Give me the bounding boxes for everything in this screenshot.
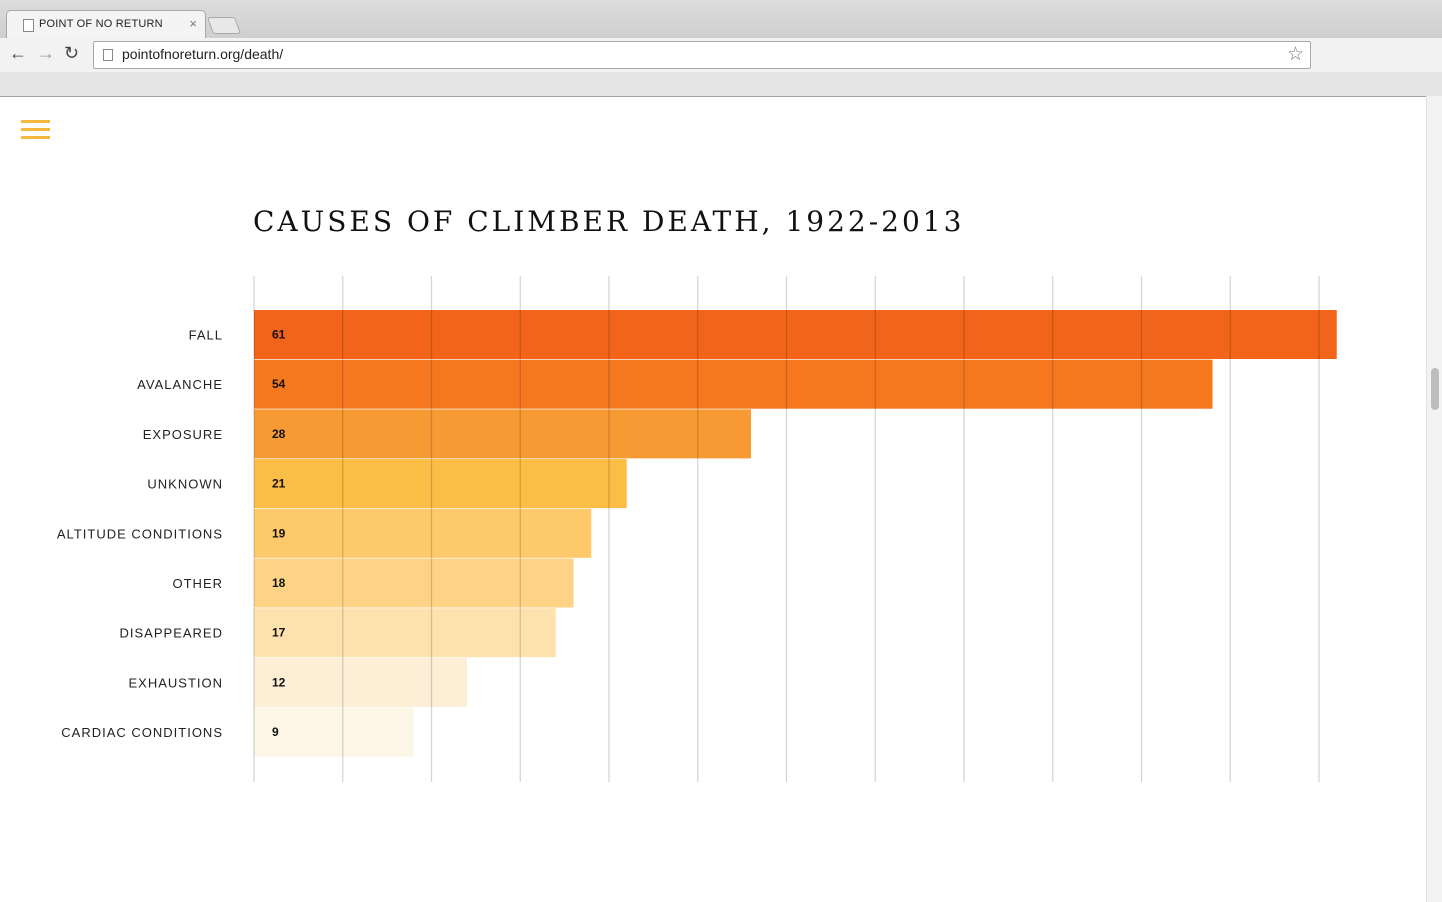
reload-icon[interactable]: ↻: [64, 43, 80, 63]
forward-icon[interactable]: →: [37, 43, 55, 63]
bar-cardiac-conditions: [254, 707, 414, 757]
value-label: 61: [272, 328, 286, 342]
tab-title: POINT OF NO RETURN: [39, 18, 163, 30]
category-label: CARDIAC CONDITIONS: [61, 725, 223, 740]
category-label: UNKNOWN: [147, 477, 223, 492]
browser-toolbar: ← → ↻ pointofnoreturn.org/death/ ☆: [0, 38, 1442, 72]
bar-exhaustion: [254, 657, 467, 707]
value-label: 18: [272, 576, 286, 590]
chart-bars: [254, 310, 1337, 757]
scroll-thumb[interactable]: [1431, 368, 1439, 410]
bar-avalanche: [254, 359, 1213, 409]
tab-strip: POINT OF NO RETURN ×: [0, 0, 1442, 39]
browser-tab[interactable]: POINT OF NO RETURN ×: [6, 10, 206, 39]
value-label: 9: [272, 725, 279, 739]
category-labels: FALL AVALANCHE EXPOSURE UNKNOWN ALTITUDE CON…: [57, 328, 224, 741]
page-icon: [23, 19, 34, 32]
bar-disappeared: [254, 608, 556, 658]
category-label: FALL: [189, 328, 223, 343]
category-label: OTHER: [173, 576, 224, 591]
value-label: 28: [272, 427, 286, 441]
scrollbar[interactable]: [1426, 96, 1442, 902]
back-icon[interactable]: ←: [9, 43, 27, 63]
category-label: ALTITUDE CONDITIONS: [57, 526, 223, 541]
value-label: 12: [272, 675, 286, 689]
close-icon[interactable]: ×: [189, 16, 197, 31]
category-label: DISAPPEARED: [120, 626, 223, 641]
value-label: 21: [272, 477, 286, 491]
bookmark-bar: [0, 72, 1442, 96]
category-label: EXHAUSTION: [128, 675, 223, 690]
page-icon: [103, 49, 113, 61]
address-bar[interactable]: pointofnoreturn.org/death/ ☆: [93, 41, 1311, 69]
bar-other: [254, 558, 574, 608]
value-label: 17: [272, 626, 286, 640]
value-labels: 61 54 28 21 19 18 17 12 9: [272, 328, 286, 740]
bar-fall: [254, 310, 1337, 359]
url-text[interactable]: pointofnoreturn.org/death/: [122, 46, 284, 62]
star-icon[interactable]: ☆: [1286, 44, 1304, 65]
chart-grid: [253, 276, 1320, 782]
value-label: 19: [272, 526, 286, 540]
bar-unknown: [254, 459, 627, 509]
value-label: 54: [272, 377, 286, 391]
category-label: EXPOSURE: [143, 427, 223, 442]
browser-chrome: POINT OF NO RETURN × ← → ↻ pointofnoretu…: [0, 0, 1442, 97]
bar-exposure: [254, 409, 751, 459]
hamburger-menu-icon[interactable]: [21, 120, 50, 140]
chart-title: CAUSES OF CLIMBER DEATH, 1922-2013: [253, 205, 965, 238]
category-label: AVALANCHE: [137, 377, 223, 392]
bar-altitude-conditions: [254, 508, 592, 558]
